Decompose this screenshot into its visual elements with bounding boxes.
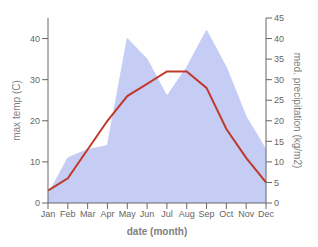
svg-text:0: 0 [274, 198, 279, 208]
svg-text:Nov: Nov [238, 209, 255, 219]
svg-text:Dec: Dec [258, 209, 275, 219]
svg-text:Oct: Oct [219, 209, 234, 219]
svg-text:date (month): date (month) [127, 226, 188, 237]
svg-text:45: 45 [274, 13, 284, 23]
svg-text:40: 40 [274, 34, 284, 44]
svg-text:Mar: Mar [80, 209, 96, 219]
svg-text:25: 25 [274, 95, 284, 105]
svg-text:med. precipitation (kg/m2): med. precipitation (kg/m2) [292, 53, 303, 169]
svg-text:Jul: Jul [161, 209, 173, 219]
svg-text:20: 20 [30, 116, 40, 126]
svg-text:Apr: Apr [100, 209, 114, 219]
svg-text:0: 0 [35, 198, 40, 208]
svg-text:30: 30 [30, 75, 40, 85]
svg-text:30: 30 [274, 75, 284, 85]
svg-text:5: 5 [274, 178, 279, 188]
svg-text:20: 20 [274, 116, 284, 126]
svg-text:10: 10 [30, 157, 40, 167]
svg-text:10: 10 [274, 157, 284, 167]
svg-text:Feb: Feb [60, 209, 76, 219]
svg-text:Jun: Jun [140, 209, 155, 219]
svg-text:40: 40 [30, 34, 40, 44]
svg-text:May: May [119, 209, 137, 219]
svg-text:max temp (C): max temp (C) [11, 80, 22, 141]
svg-text:Sep: Sep [199, 209, 215, 219]
svg-text:35: 35 [274, 54, 284, 64]
svg-text:Jan: Jan [41, 209, 56, 219]
svg-text:Aug: Aug [179, 209, 195, 219]
svg-text:15: 15 [274, 137, 284, 147]
